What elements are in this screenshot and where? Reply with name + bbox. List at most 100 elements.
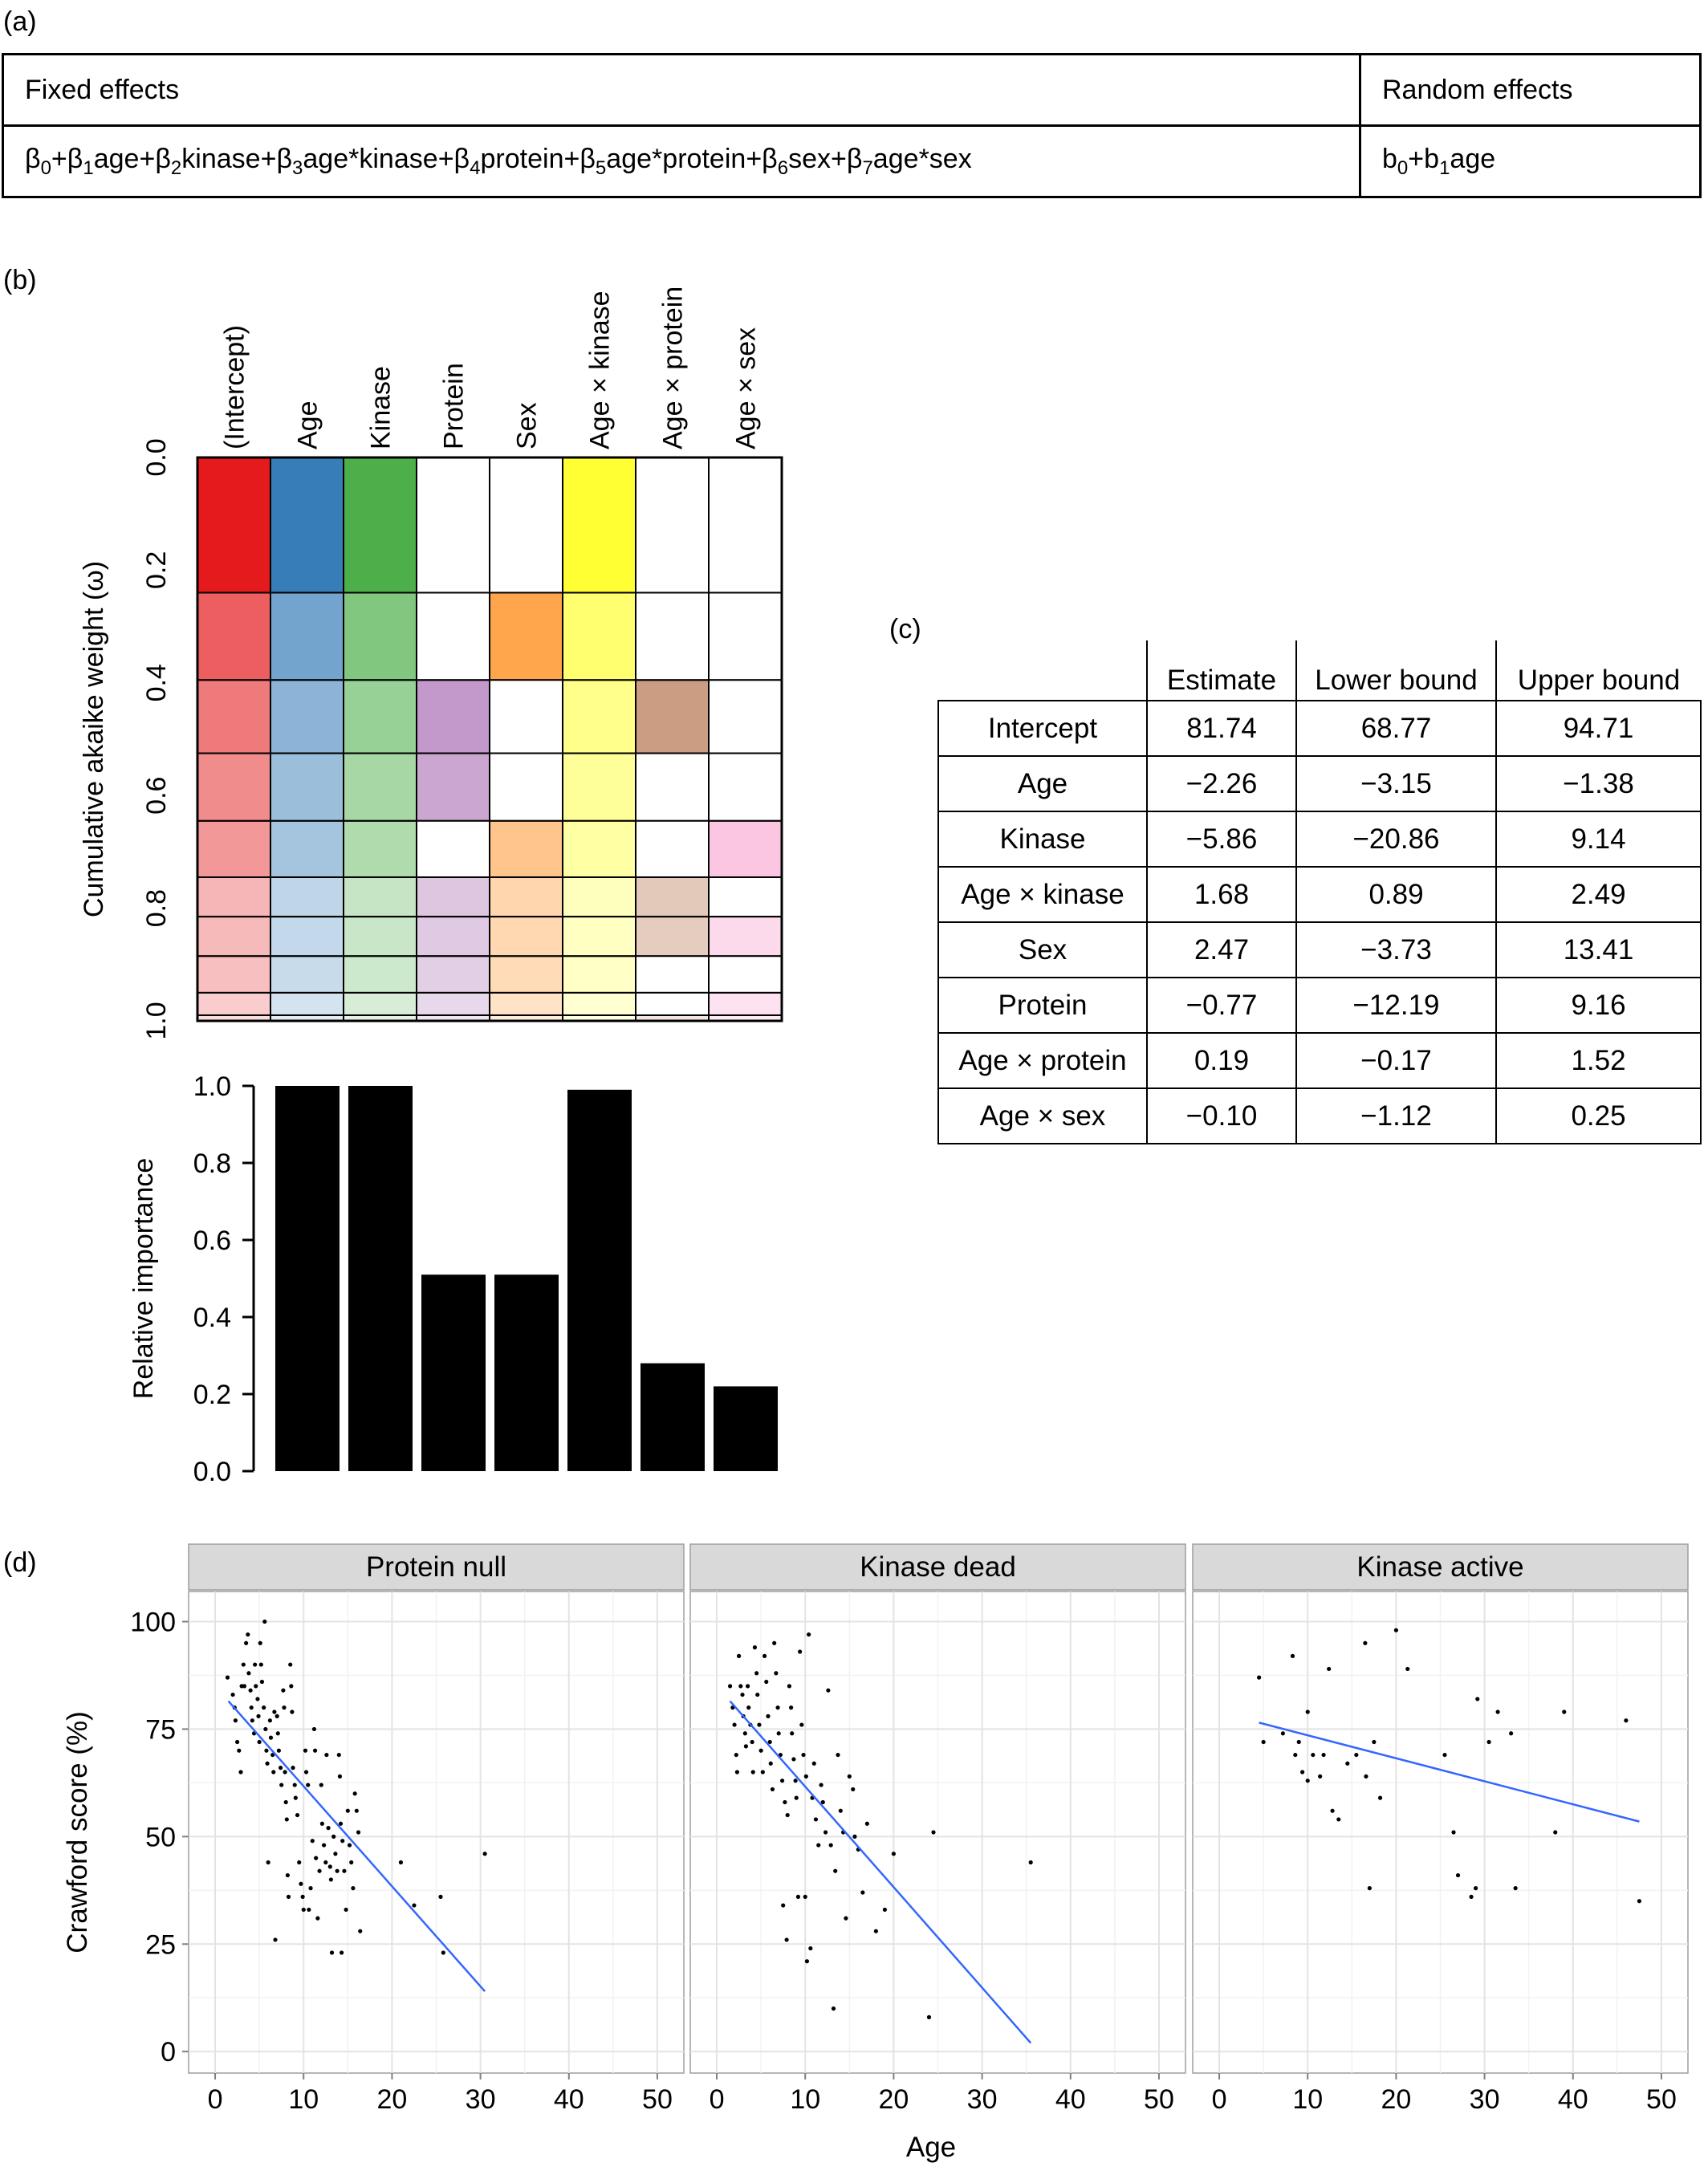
estimates-cell: −0.17 (1295, 1032, 1497, 1089)
heatmap-cell (343, 457, 417, 594)
x-axis-label: Age (906, 2132, 956, 2163)
heatmap-cell (343, 752, 417, 822)
data-point (1442, 1752, 1447, 1758)
facet-title: Protein null (366, 1551, 506, 1583)
heatmap-column-label: Age (293, 401, 323, 450)
heatmap-cell (416, 876, 490, 918)
x-tick-label: 40 (1558, 2084, 1588, 2115)
heatmap-cell (416, 991, 490, 1016)
data-point (1345, 1761, 1350, 1766)
data-point (891, 1852, 897, 1856)
data-point (764, 1679, 769, 1685)
data-point (791, 1757, 796, 1762)
heatmap-cell (708, 819, 783, 878)
data-point (882, 1907, 887, 1913)
data-point (1318, 1774, 1323, 1779)
heatmap-cell (635, 592, 710, 681)
data-point (831, 2006, 836, 2011)
estimates-header-cell: Upper bound (1495, 640, 1701, 701)
data-point (323, 1860, 328, 1865)
heatmap-cell (562, 955, 636, 994)
data-point (757, 1722, 762, 1727)
data-point (412, 1903, 417, 1908)
data-point (1280, 1731, 1285, 1736)
data-point (1495, 1709, 1500, 1714)
data-point (273, 1937, 278, 1942)
heatmap-cell (635, 955, 710, 994)
data-point (356, 1830, 361, 1835)
x-tick-label: 20 (1381, 2084, 1411, 2115)
data-point (1637, 1899, 1642, 1904)
heatmap-y-tick: 0.2 (141, 551, 172, 589)
x-tick-label: 10 (790, 2084, 820, 2115)
heatmap-cell (197, 592, 271, 681)
data-point (283, 1770, 287, 1775)
estimates-cell: 9.14 (1495, 811, 1702, 868)
estimates-cell: −0.77 (1146, 977, 1297, 1034)
data-point (246, 1632, 250, 1637)
data-point (275, 1731, 280, 1736)
data-point (795, 1894, 801, 1899)
data-point (1261, 1739, 1266, 1745)
heatmap-frame (196, 456, 783, 1022)
data-point (295, 1812, 300, 1818)
heatmap-cell (343, 991, 417, 1016)
fixed-effects-header: Fixed effects (2, 53, 1361, 127)
data-point (1475, 1697, 1480, 1701)
data-point (282, 1705, 287, 1710)
heatmap-cell (489, 991, 563, 1016)
fit-line (729, 1700, 1032, 2044)
heatmap-cell (270, 819, 344, 878)
data-point (851, 1787, 856, 1792)
data-point (816, 1843, 821, 1848)
data-point (354, 1808, 359, 1813)
random-effects-formula: b0+b1age (1359, 124, 1702, 198)
data-point (755, 1692, 760, 1697)
data-point (272, 1709, 277, 1714)
estimates-cell: Age × kinase (937, 866, 1148, 923)
data-point (784, 1937, 789, 1942)
data-point (342, 1868, 347, 1873)
data-point (1367, 1886, 1372, 1891)
heatmap-cell (343, 592, 417, 681)
data-point (319, 1783, 323, 1787)
data-point (1473, 1886, 1478, 1891)
data-point (234, 1739, 240, 1745)
data-point (844, 1916, 848, 1921)
data-point (776, 1731, 781, 1736)
x-tick-label: 0 (710, 2084, 725, 2115)
data-point (345, 1808, 350, 1813)
heatmap-cell (197, 679, 271, 754)
importance-bar (348, 1086, 413, 1471)
data-point (344, 1907, 348, 1913)
data-point (750, 1770, 755, 1775)
heatmap-column-label: Protein (439, 363, 470, 449)
heatmap-cell (197, 457, 271, 594)
data-point (808, 1946, 813, 1951)
data-point (746, 1705, 751, 1710)
heatmap-column-label: Sex (512, 402, 543, 449)
data-point (758, 1748, 763, 1753)
panel-d-label: (d) (3, 1547, 37, 1578)
data-point (337, 1774, 343, 1779)
data-point (284, 1817, 289, 1822)
data-point (734, 1770, 739, 1775)
heatmap-cell (562, 752, 636, 822)
bar-y-tick-label: 0.6 (193, 1226, 231, 1256)
panel-b-label: (b) (3, 265, 37, 295)
estimates-row: Age × kinase 1.68 0.89 2.49 (937, 866, 1702, 923)
y-tick-label: 100 (130, 1608, 176, 1638)
heatmap-cell (489, 592, 563, 681)
heatmap-cell (197, 752, 271, 822)
data-point (266, 1860, 270, 1865)
data-point (358, 1929, 363, 1933)
estimates-cell: 2.47 (1146, 921, 1297, 978)
data-point (314, 1856, 319, 1860)
estimates-header-cell (938, 640, 1148, 701)
heatmap-cell (562, 876, 636, 918)
data-point (1562, 1709, 1567, 1714)
estimates-row: Protein −0.77 −12.19 9.16 (937, 977, 1702, 1034)
data-point (931, 1830, 936, 1835)
x-tick-label: 50 (1646, 2084, 1677, 2115)
estimates-cell: 81.74 (1146, 700, 1297, 757)
